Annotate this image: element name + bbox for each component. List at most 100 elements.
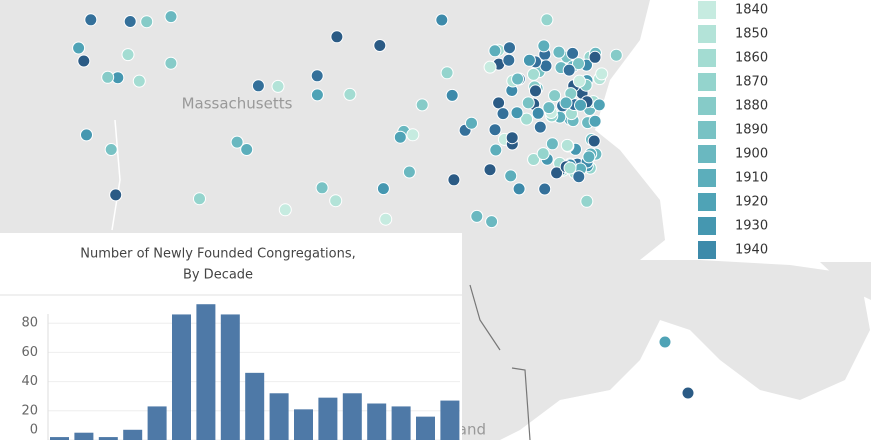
location-dot: [310, 69, 324, 83]
location-dot: [512, 182, 526, 196]
location-dot: [559, 96, 573, 110]
location-dot: [658, 335, 672, 349]
location-dot: [406, 128, 420, 142]
bar: [245, 372, 265, 440]
river: [111, 119, 121, 231]
location-dot: [572, 74, 586, 88]
location-dot: [522, 53, 536, 67]
location-dot: [240, 143, 254, 156]
location-dot: [343, 87, 357, 101]
location-dot: [379, 212, 393, 226]
location-dot: [84, 13, 98, 27]
location-dot: [533, 120, 547, 134]
bar: [196, 304, 216, 440]
location-dot: [587, 134, 601, 148]
legend-label: 1940: [735, 243, 768, 258]
y-tick-label: 60: [21, 345, 38, 360]
location-dot: [580, 194, 594, 208]
legend: 1840 1850 1860 1870 1880 1890 1900 1910 1920 1930…: [698, 1, 768, 259]
location-dot: [101, 70, 115, 84]
legend-swatch: [698, 1, 716, 19]
y-tick-label: 80: [21, 316, 38, 331]
bar: [391, 406, 411, 440]
legend-label: 1840: [735, 3, 768, 18]
location-dot: [560, 138, 574, 152]
location-dot: [485, 215, 499, 229]
legend-swatch: [698, 49, 716, 67]
location-dot: [510, 106, 524, 120]
location-dot: [77, 54, 91, 68]
legend-label: 1890: [735, 123, 768, 138]
location-dot: [520, 112, 534, 126]
location-dot: [393, 130, 407, 144]
locations: [72, 10, 695, 400]
location-dot: [542, 101, 556, 115]
location-dot: [483, 60, 497, 74]
location-dot: [562, 63, 576, 77]
legend-label: 1900: [735, 147, 768, 162]
legend-label: 1920: [735, 195, 768, 210]
location-dot: [588, 114, 602, 128]
location-dot: [588, 50, 602, 64]
location-dot: [529, 84, 542, 98]
location-dot: [503, 41, 516, 55]
location-dot: [496, 107, 510, 121]
location-dot: [435, 13, 449, 27]
location-dot: [230, 135, 244, 149]
location-dot: [511, 72, 525, 86]
location-dot: [540, 13, 554, 27]
chart-title: By Decade: [183, 268, 253, 283]
location-dot: [329, 194, 343, 208]
location-dot: [488, 123, 502, 137]
location-dot: [552, 45, 566, 59]
bar: [367, 403, 387, 440]
location-dot: [373, 39, 387, 52]
location-dot: [140, 15, 154, 29]
y-tick-label: 40: [21, 374, 38, 389]
location-dot: [527, 153, 541, 166]
legend-label: 1850: [735, 27, 768, 42]
location-dot: [193, 192, 206, 206]
bar: [294, 409, 313, 440]
bar: [318, 397, 338, 440]
location-dot: [465, 116, 478, 130]
bar: [269, 393, 289, 440]
legend-swatch: [698, 217, 716, 235]
location-dot: [492, 96, 506, 110]
chart-panel: Number of Newly Founded Congregations, B…: [0, 233, 462, 440]
location-dot: [447, 173, 461, 187]
bar: [440, 400, 460, 440]
location-dot: [681, 386, 695, 400]
bar: [416, 416, 435, 440]
location-dot: [521, 96, 535, 110]
location-dot: [489, 143, 503, 157]
location-dot: [483, 163, 497, 177]
location-dot: [121, 48, 135, 62]
bar: [342, 393, 362, 440]
legend-swatch: [698, 121, 716, 139]
location-dot: [536, 147, 550, 161]
legend-label: 1860: [735, 51, 768, 66]
y-tick-label: 20: [21, 403, 38, 418]
location-dot: [104, 143, 118, 156]
legend-swatch: [698, 73, 716, 91]
location-dot: [330, 30, 344, 44]
location-dot: [376, 182, 390, 196]
location-dot: [271, 79, 285, 93]
location-dot: [582, 150, 596, 164]
location-dot: [488, 44, 502, 58]
land: [820, 262, 871, 300]
location-dot: [527, 67, 540, 81]
location-dot: [572, 57, 585, 71]
location-dot: [550, 166, 564, 180]
location-dot: [164, 10, 178, 24]
location-dot: [502, 53, 516, 67]
location-dot: [440, 66, 454, 80]
location-dot: [574, 98, 587, 112]
legend-swatch: [698, 25, 716, 43]
location-dot: [504, 169, 518, 183]
bar: [147, 406, 167, 440]
location-dot: [164, 56, 178, 70]
legend-label: 1870: [735, 75, 768, 90]
